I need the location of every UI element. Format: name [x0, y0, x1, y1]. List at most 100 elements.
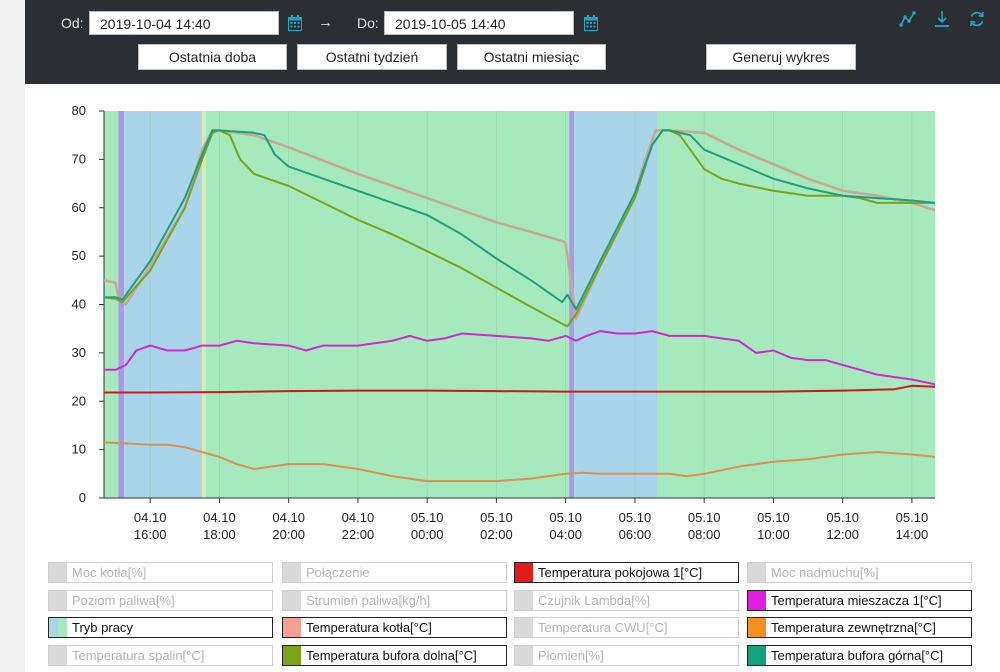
legend-label: Temperatura zewnętrzna[°C]	[771, 620, 936, 635]
y-tick-label: 10	[72, 442, 86, 457]
calendar-icon[interactable]	[288, 15, 302, 31]
x-tick-time: 18:00	[203, 527, 236, 542]
legend-item[interactable]: Połączenie	[282, 562, 507, 583]
legend-label: Połączenie	[306, 565, 370, 580]
x-tick-date: 04.10	[134, 510, 167, 525]
x-tick-date: 04.10	[272, 510, 305, 525]
x-tick-time: 06:00	[619, 527, 652, 542]
legend-item[interactable]: Temperatura bufora górna[°C]	[747, 645, 972, 666]
x-tick-date: 04.10	[342, 510, 375, 525]
temperature-chart: 0 10 20 30 40 50 60 70 80 04.10 16:00 04.10 18:00 04…	[72, 103, 936, 542]
legend-swatch	[748, 618, 766, 637]
legend-item[interactable]: Moc kotła[%]	[48, 562, 273, 583]
legend-item[interactable]: Tryb pracy	[48, 617, 273, 638]
mode-band-purple	[569, 111, 575, 498]
mode-band-yellow	[202, 111, 206, 498]
legend-label: Temperatura CWU[°C]	[538, 620, 668, 635]
series-line-1	[103, 129, 935, 328]
legend-item[interactable]: Moc nadmuchu[%]	[747, 562, 972, 583]
y-tick-label: 50	[72, 248, 86, 263]
refresh-icon[interactable]	[968, 10, 986, 28]
range-arrow: →	[318, 14, 333, 31]
last-week-button[interactable]: Ostatni tydzień	[297, 44, 447, 70]
y-tick-label: 40	[72, 297, 86, 312]
x-tick-time: 20:00	[272, 527, 305, 542]
legend-swatch	[283, 591, 301, 610]
legend-item[interactable]: Temperatura spalin[°C]	[48, 645, 273, 666]
legend-swatch	[515, 646, 533, 665]
x-tick-date: 05.10	[411, 510, 444, 525]
legend-item[interactable]: Strumień paliwa[kg/h]	[282, 590, 507, 611]
legend-item[interactable]: Płomień[%]	[514, 645, 739, 666]
y-tick-label: 70	[72, 151, 86, 166]
legend-swatch	[748, 646, 766, 665]
x-tick-date: 05.10	[480, 510, 513, 525]
y-tick-label: 30	[72, 345, 86, 360]
y-tick-label: 80	[72, 103, 86, 118]
from-date-input[interactable]: 2019-10-04 14:40	[89, 11, 279, 35]
to-label: Do:	[357, 15, 379, 31]
legend-label: Temperatura pokojowa 1[°C]	[538, 565, 703, 580]
mode-band-green	[104, 111, 119, 498]
x-tick-time: 00:00	[411, 527, 444, 542]
series-line-4	[104, 384, 936, 394]
mode-band-blue	[574, 111, 658, 498]
legend-label: Temperatura bufora dolna[°C]	[306, 648, 477, 663]
legend-label: Moc nadmuchu[%]	[771, 565, 879, 580]
x-tick-date: 05.10	[826, 510, 859, 525]
y-tick-label: 60	[72, 200, 86, 215]
series-line-3	[104, 330, 936, 386]
legend-label: Temperatura spalin[°C]	[72, 648, 205, 663]
legend-label: Moc kotła[%]	[72, 565, 147, 580]
x-tick-date: 05.10	[619, 510, 652, 525]
line-chart-icon[interactable]	[899, 10, 917, 28]
download-icon[interactable]	[933, 10, 951, 28]
mode-band-green	[657, 111, 935, 498]
x-tick-date: 05.10	[549, 510, 582, 525]
legend-swatch	[49, 591, 67, 610]
legend-item[interactable]: Temperatura pokojowa 1[°C]	[514, 562, 739, 583]
x-tick-date: 05.10	[688, 510, 721, 525]
legend-label: Temperatura kotła[°C]	[306, 620, 432, 635]
legend-label: Tryb pracy	[72, 620, 133, 635]
legend-label: Płomień[%]	[538, 648, 604, 663]
x-tick-time: 16:00	[134, 527, 167, 542]
generate-chart-button[interactable]: Generuj wykres	[706, 44, 856, 70]
y-tick-label: 0	[79, 490, 86, 505]
legend-swatch	[748, 563, 766, 582]
series-line-2	[104, 129, 936, 311]
legend-swatch	[283, 618, 301, 637]
last-month-button[interactable]: Ostatni miesiąc	[457, 44, 606, 70]
x-tick-time: 02:00	[480, 527, 513, 542]
mode-band-green	[205, 111, 570, 498]
legend-label: Temperatura bufora górna[°C]	[771, 648, 944, 663]
x-tick-date: 04.10	[203, 510, 236, 525]
legend-label: Czujnik Lambda[%]	[538, 593, 650, 608]
x-tick-time: 04:00	[549, 527, 582, 542]
x-tick-time: 22:00	[342, 527, 375, 542]
legend-item[interactable]: Temperatura zewnętrzna[°C]	[747, 617, 972, 638]
legend-item[interactable]: Temperatura bufora dolna[°C]	[282, 645, 507, 666]
y-tick-label: 20	[72, 393, 86, 408]
legend-label: Temperatura mieszacza 1[°C]	[771, 593, 942, 608]
x-tick-time: 10:00	[757, 527, 790, 542]
legend-item[interactable]: Temperatura CWU[°C]	[514, 617, 739, 638]
last-day-button[interactable]: Ostatnia doba	[138, 44, 287, 70]
legend-item[interactable]: Czujnik Lambda[%]	[514, 590, 739, 611]
legend-item[interactable]: Temperatura kotła[°C]	[282, 617, 507, 638]
x-tick-time: 12:00	[826, 527, 859, 542]
mode-band-blue	[124, 111, 203, 498]
legend-item[interactable]: Temperatura mieszacza 1[°C]	[747, 590, 972, 611]
legend-item[interactable]: Poziom paliwa[%]	[48, 590, 273, 611]
legend-swatch	[49, 563, 67, 582]
legend-label: Strumień paliwa[kg/h]	[306, 593, 431, 608]
calendar-icon[interactable]	[584, 15, 598, 31]
legend-swatch	[49, 618, 67, 637]
x-tick-date: 05.10	[896, 510, 929, 525]
series-line-5	[103, 441, 936, 483]
from-label: Od:	[61, 15, 84, 31]
to-date-input[interactable]: 2019-10-05 14:40	[384, 11, 574, 35]
legend-swatch	[515, 563, 533, 582]
legend-swatch	[515, 591, 533, 610]
legend-swatch	[283, 646, 301, 665]
